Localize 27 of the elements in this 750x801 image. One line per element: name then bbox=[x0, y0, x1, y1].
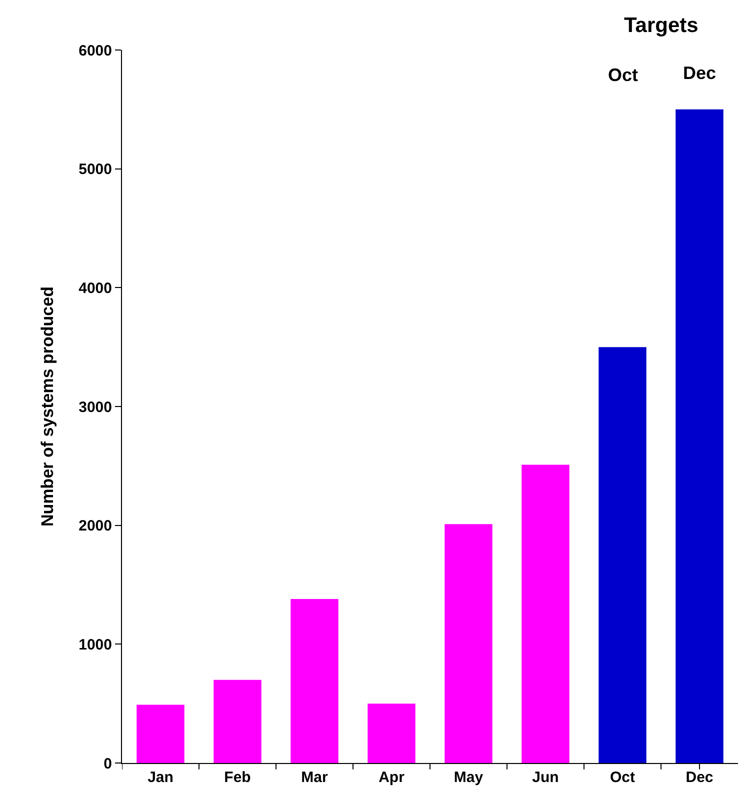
annotation: Oct bbox=[608, 65, 638, 85]
x-tick-label: Feb bbox=[224, 769, 251, 786]
bar bbox=[522, 464, 570, 763]
bar bbox=[676, 109, 724, 763]
bar bbox=[290, 599, 338, 763]
bar bbox=[444, 524, 492, 763]
bar bbox=[598, 347, 646, 763]
y-tick-label: 4000 bbox=[78, 280, 112, 297]
bar bbox=[368, 704, 416, 763]
x-tick-label: Oct bbox=[610, 769, 636, 786]
y-tick-label: 2000 bbox=[78, 518, 112, 535]
y-tick-label: 0 bbox=[104, 755, 112, 772]
y-axis-title: Number of systems produced bbox=[38, 286, 58, 526]
x-tick-label: Dec bbox=[686, 769, 714, 786]
y-tick-label: 6000 bbox=[78, 42, 112, 60]
x-tick-label: Jun bbox=[532, 769, 559, 786]
bar bbox=[136, 704, 184, 763]
annotation: Dec bbox=[683, 63, 716, 83]
y-tick-label: 3000 bbox=[78, 398, 112, 416]
x-tick-label: May bbox=[454, 769, 484, 786]
y-tick-label: 5000 bbox=[78, 161, 112, 178]
y-tick-label: 1000 bbox=[78, 636, 112, 654]
x-tick-label: Mar bbox=[301, 769, 328, 786]
x-tick-label: Jan bbox=[148, 769, 174, 786]
text: Targets bbox=[624, 14, 698, 37]
bar bbox=[214, 680, 262, 763]
x-tick-label: Apr bbox=[378, 769, 405, 786]
